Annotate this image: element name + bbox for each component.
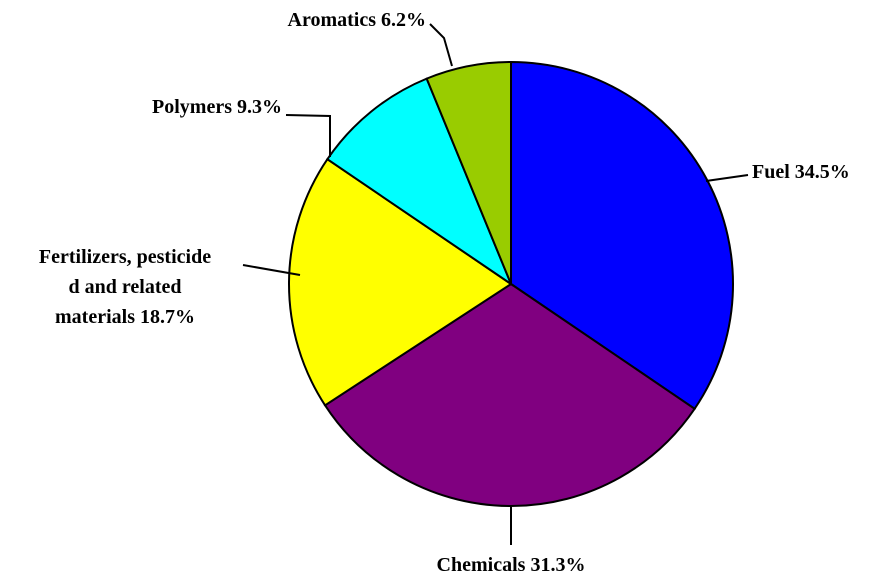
pie-slice xyxy=(425,60,512,285)
value-label: 9.3% xyxy=(237,96,282,118)
leader-line xyxy=(285,114,331,157)
slices xyxy=(288,60,734,507)
category-name: Aromatics xyxy=(287,9,377,31)
value-label: 6.2% xyxy=(381,9,426,31)
category-name: Fertilizers, pesticide d and related mat… xyxy=(38,246,212,328)
leader-line xyxy=(242,264,301,276)
value-label: 34.5% xyxy=(794,161,850,183)
pie-slice xyxy=(288,157,513,407)
category-name: Fuel xyxy=(752,161,790,183)
slice-label: Fertilizers, pesticide d and related mat… xyxy=(0,242,250,332)
leader-line xyxy=(705,174,749,182)
leader-line xyxy=(429,23,453,67)
category-name: Polymers xyxy=(152,96,232,118)
pie-slice xyxy=(323,282,697,507)
value-label: 18.7% xyxy=(139,306,195,328)
slice-label: Aromatics 6.2% xyxy=(200,5,427,35)
slice-label: Fuel 34.5% xyxy=(752,157,882,187)
slice-label: Polymers 9.3% xyxy=(60,92,282,122)
value-label: 31.3% xyxy=(530,554,586,576)
category-name: Chemicals xyxy=(436,554,526,576)
slice-label: Chemicals 31.3% xyxy=(361,550,661,578)
